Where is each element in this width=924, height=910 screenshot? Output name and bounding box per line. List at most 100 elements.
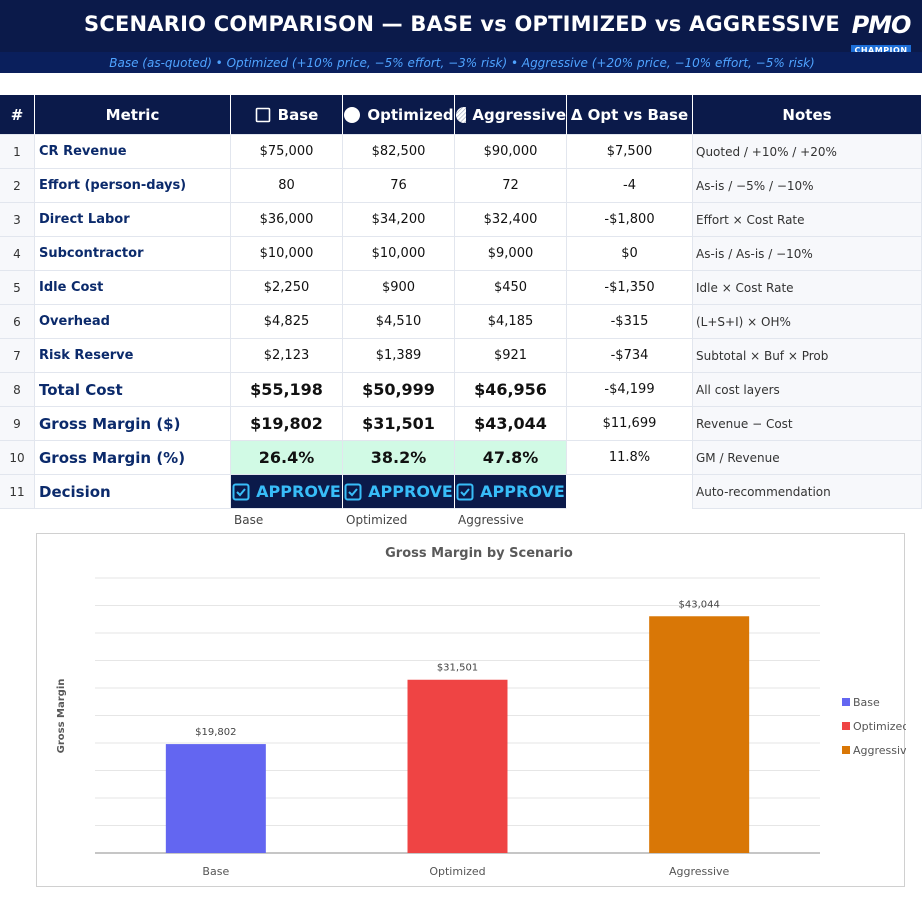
table-cell: 1 (0, 135, 35, 169)
column-header: Base (231, 95, 343, 135)
cell-text: $4,185 (487, 314, 534, 329)
cell-text: $32,400 (483, 212, 538, 227)
table-cell: 9 (0, 407, 35, 441)
table-cell: $9,000 (455, 237, 567, 271)
cell-text: $43,044 (474, 414, 547, 433)
table-cell: $10,000 (343, 237, 455, 271)
table-cell: Effort × Cost Rate (693, 203, 922, 237)
cell-text: $921 (493, 348, 528, 363)
table-cell: 7 (0, 339, 35, 373)
column-header: Optimized (343, 95, 455, 135)
table-cell: (L+S+I) × OH% (693, 305, 922, 339)
metric-cell: Gross Margin ($) (35, 407, 231, 441)
cell-text: Gross Margin ($) (39, 414, 181, 433)
table-cell: 72 (455, 169, 567, 203)
cell-text: $0 (621, 246, 638, 261)
metric-cell: Subcontractor (35, 237, 231, 271)
table-cell: As-is / As-is / −10% (693, 237, 922, 271)
table-cell: Revenue − Cost (693, 407, 922, 441)
cell-text: 26.4% (258, 448, 315, 467)
table-cell: Auto-recommendation (693, 475, 922, 509)
table-cell: $43,044 (455, 407, 567, 441)
column-header-text: Optimized (367, 105, 454, 124)
table-cell: 8 (0, 373, 35, 407)
metric-cell: CR Revenue (35, 135, 231, 169)
column-header: Metric (35, 95, 231, 135)
cell-text: $9,000 (487, 246, 534, 261)
metric-cell: Overhead (35, 305, 231, 339)
cell-text: As-is / −5% / −10% (696, 178, 814, 193)
table-cell: 4 (0, 237, 35, 271)
cell-text: GM / Revenue (696, 450, 780, 465)
data-label: $19,802 (195, 727, 236, 738)
cell-text: 80 (278, 178, 295, 193)
table-cell: APPROVE (455, 475, 567, 509)
column-header-text: Notes (782, 105, 832, 124)
icon-checkbox (232, 483, 250, 500)
cell-text: 9 (13, 416, 21, 431)
table-cell: $2,250 (231, 271, 343, 305)
scenario-label: Base (234, 513, 264, 527)
metric-cell: Effort (person-days) (35, 169, 231, 203)
cell-text: $46,956 (474, 380, 547, 399)
table-cell: Quoted / +10% / +20% (693, 135, 922, 169)
table-cell: $450 (455, 271, 567, 305)
cell-text: $34,200 (371, 212, 426, 227)
table-cell: All cost layers (693, 373, 922, 407)
cell-text: $7,500 (606, 144, 653, 159)
cell-text: Subcontractor (39, 246, 144, 261)
metric-cell: Gross Margin (%) (35, 441, 231, 475)
cell-text: -$4,199 (604, 382, 655, 397)
scenario-label: Aggressive (458, 513, 524, 527)
cell-text: CR Revenue (39, 144, 127, 159)
legend-swatch (842, 722, 850, 730)
cell-text: $75,000 (259, 144, 314, 159)
cell-text: -$734 (610, 348, 649, 363)
table-cell: $1,389 (343, 339, 455, 373)
table-cell: $0 (567, 237, 693, 271)
chart: Gross Margin by Scenario Gross Margin Ba… (36, 533, 906, 887)
bar (165, 744, 266, 853)
legend-label: Aggressive (853, 744, 906, 757)
cell-text: $450 (493, 280, 528, 295)
table-cell: $31,501 (343, 407, 455, 441)
cell-text: $4,510 (375, 314, 422, 329)
cell-text: 38.2% (370, 448, 427, 467)
cell-text: $1,389 (375, 348, 422, 363)
table-cell: 26.4% (231, 441, 343, 475)
cell-text: Overhead (39, 314, 110, 329)
cell-text: Gross Margin (%) (39, 448, 186, 467)
table-cell: $11,699 (567, 407, 693, 441)
cell-text: $10,000 (259, 246, 314, 261)
cell-text: Revenue − Cost (696, 416, 793, 431)
subtitle-bar (0, 52, 922, 73)
table-cell: 6 (0, 305, 35, 339)
cell-text: As-is / As-is / −10% (696, 246, 813, 261)
column-header-text: Aggressive (472, 105, 566, 124)
table-cell: GM / Revenue (693, 441, 922, 475)
table-cell: 5 (0, 271, 35, 305)
cell-text: 2 (13, 178, 21, 193)
cell-text: 11 (9, 484, 25, 499)
table-cell: 2 (0, 169, 35, 203)
legend-swatch (842, 746, 850, 754)
table-cell: $4,510 (343, 305, 455, 339)
cell-text: $10,000 (371, 246, 426, 261)
cell-text: 6 (13, 314, 21, 329)
cell-text: -$315 (610, 314, 649, 329)
cell-text: 7 (13, 348, 21, 363)
table-cell: $90,000 (455, 135, 567, 169)
column-header-text: Metric (105, 105, 160, 124)
cell-text: All cost layers (696, 382, 780, 397)
table-cell: 10 (0, 441, 35, 475)
header-bar (0, 0, 922, 52)
column-header: Notes (693, 95, 922, 135)
table-cell: 3 (0, 203, 35, 237)
table-cell: -4 (567, 169, 693, 203)
cell-text: Risk Reserve (39, 348, 134, 363)
logo-subtext: CHAMPION (851, 45, 911, 56)
cell-text: 8 (13, 382, 21, 397)
cell-text: 11.8% (608, 450, 651, 465)
column-header-text: Base (277, 105, 319, 124)
